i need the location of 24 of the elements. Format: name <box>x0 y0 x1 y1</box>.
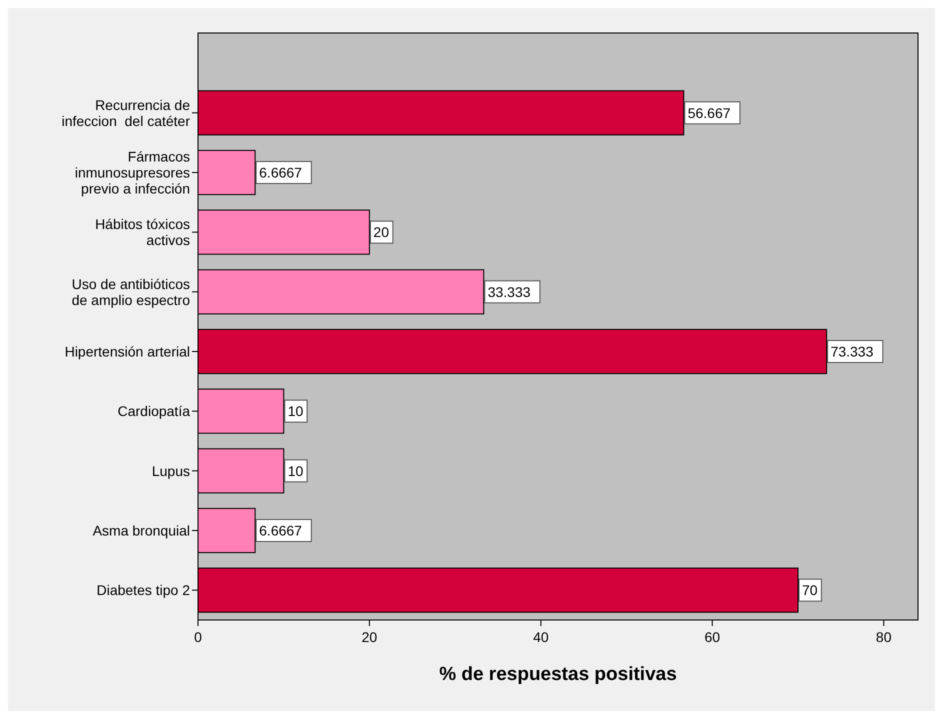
data-label: 70 <box>802 582 818 598</box>
x-tick-label: 0 <box>194 629 202 645</box>
x-tick-label: 60 <box>704 629 720 645</box>
x-axis-title: % de respuestas positivas <box>439 664 677 685</box>
data-label: 33.333 <box>488 284 531 300</box>
data-label: 10 <box>288 403 304 420</box>
data-label: 56.667 <box>688 104 731 121</box>
x-tick-label: 40 <box>533 629 549 645</box>
y-tick-label: Hipertensión arterial <box>64 344 190 360</box>
data-label: 20 <box>373 224 390 240</box>
x-tick-label: 20 <box>362 629 378 645</box>
data-label: 10 <box>288 462 304 479</box>
y-tick-label: Lupus <box>152 462 190 479</box>
y-tick-label: Diabetes tipo 2 <box>96 582 190 598</box>
data-label: 6.6667 <box>259 522 302 538</box>
y-tick-label: Cardiopatía <box>118 403 190 420</box>
x-tick-label: 80 <box>876 629 892 645</box>
y-tick-label: Hábitos tóxicos activos <box>95 216 190 248</box>
data-label: 6.6667 <box>259 164 302 180</box>
y-tick-label: Fármacos inmunosupresores previo a infección <box>74 148 190 196</box>
y-tick-label: Asma bronquial <box>92 522 190 538</box>
y-tick-label: Uso de antibióticos de amplio espectro <box>72 276 190 308</box>
data-label: 73.333 <box>830 344 874 360</box>
y-tick-label: Recurrencia de infeccion del catéter <box>62 96 190 129</box>
